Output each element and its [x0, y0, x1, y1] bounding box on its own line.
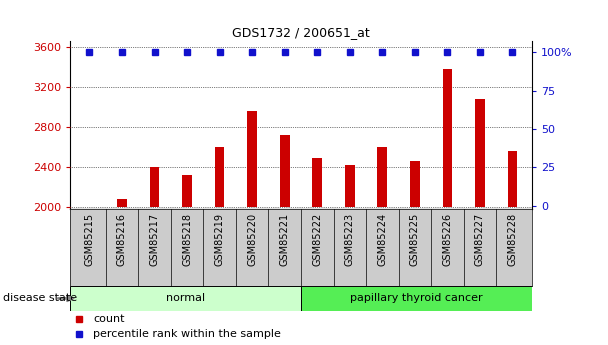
Bar	[410, 161, 420, 207]
Text: GSM85218: GSM85218	[182, 213, 192, 266]
Bar	[345, 165, 354, 207]
Bar	[117, 199, 127, 207]
Text: GSM85215: GSM85215	[85, 213, 94, 266]
Bar	[301, 286, 532, 310]
Title: GDS1732 / 200651_at: GDS1732 / 200651_at	[232, 26, 370, 39]
Text: count: count	[93, 314, 125, 324]
Text: GSM85220: GSM85220	[247, 213, 257, 266]
Bar	[508, 151, 517, 207]
Bar	[475, 99, 485, 207]
Text: percentile rank within the sample: percentile rank within the sample	[93, 329, 281, 339]
Text: GSM85225: GSM85225	[410, 213, 420, 266]
Bar	[70, 286, 301, 310]
Text: GSM85219: GSM85219	[215, 213, 224, 266]
Text: GSM85228: GSM85228	[508, 213, 517, 266]
Bar	[378, 147, 387, 207]
Text: GSM85221: GSM85221	[280, 213, 289, 266]
Text: normal: normal	[166, 294, 205, 303]
Bar	[182, 175, 192, 207]
Text: disease state: disease state	[3, 294, 77, 303]
Text: GSM85227: GSM85227	[475, 213, 485, 266]
Bar	[443, 69, 452, 207]
Bar	[150, 167, 159, 207]
Text: GSM85226: GSM85226	[443, 213, 452, 266]
Text: GSM85217: GSM85217	[150, 213, 159, 266]
Text: GSM85216: GSM85216	[117, 213, 127, 266]
Text: GSM85223: GSM85223	[345, 213, 355, 266]
Bar	[280, 135, 289, 207]
Bar	[215, 147, 224, 207]
Text: GSM85222: GSM85222	[313, 213, 322, 266]
Bar	[247, 111, 257, 207]
Text: papillary thyroid cancer: papillary thyroid cancer	[350, 294, 483, 303]
Bar	[313, 158, 322, 207]
Text: GSM85224: GSM85224	[378, 213, 387, 266]
